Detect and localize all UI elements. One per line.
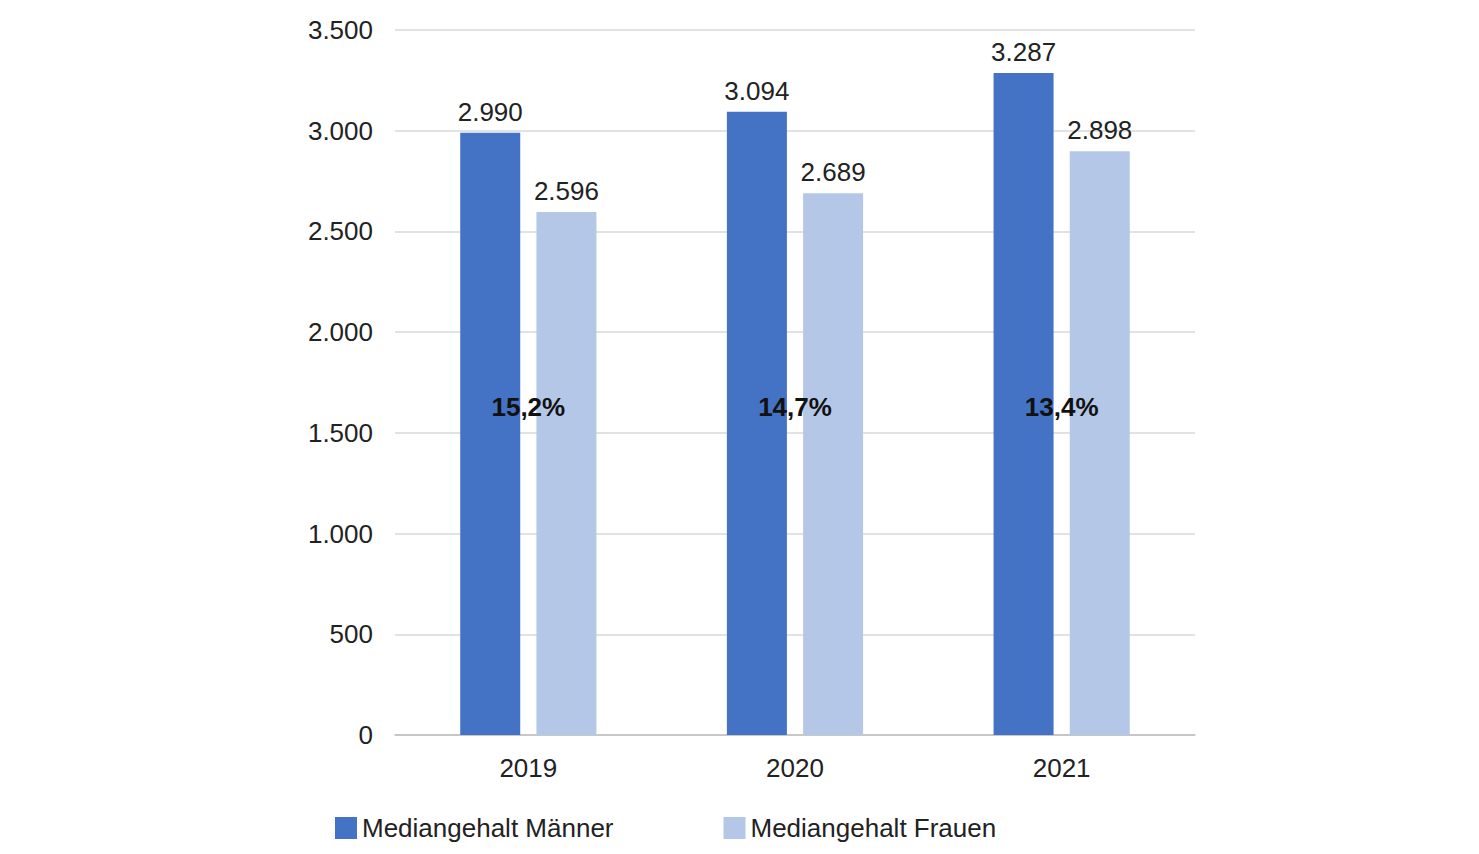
svg-text:3.094: 3.094 bbox=[724, 76, 789, 106]
svg-text:3.500: 3.500 bbox=[308, 15, 373, 45]
svg-text:0: 0 bbox=[359, 720, 373, 750]
svg-text:2019: 2019 bbox=[499, 753, 557, 783]
svg-text:1.000: 1.000 bbox=[308, 519, 373, 549]
svg-text:14,7%: 14,7% bbox=[758, 392, 832, 422]
svg-text:3.000: 3.000 bbox=[308, 116, 373, 146]
svg-text:3.287: 3.287 bbox=[991, 37, 1056, 67]
svg-text:15,2%: 15,2% bbox=[491, 392, 565, 422]
svg-text:2.990: 2.990 bbox=[458, 97, 523, 127]
svg-text:500: 500 bbox=[330, 619, 373, 649]
svg-text:1.500: 1.500 bbox=[308, 418, 373, 448]
svg-text:13,4%: 13,4% bbox=[1025, 392, 1099, 422]
svg-text:Mediangehalt Männer: Mediangehalt Männer bbox=[362, 813, 614, 843]
svg-text:2.689: 2.689 bbox=[801, 157, 866, 187]
svg-text:2021: 2021 bbox=[1033, 753, 1091, 783]
svg-text:Mediangehalt Frauen: Mediangehalt Frauen bbox=[750, 813, 996, 843]
svg-text:2.500: 2.500 bbox=[308, 216, 373, 246]
svg-text:2.000: 2.000 bbox=[308, 317, 373, 347]
svg-text:2.596: 2.596 bbox=[534, 176, 599, 206]
svg-text:2.898: 2.898 bbox=[1067, 115, 1132, 145]
svg-text:2020: 2020 bbox=[766, 753, 824, 783]
